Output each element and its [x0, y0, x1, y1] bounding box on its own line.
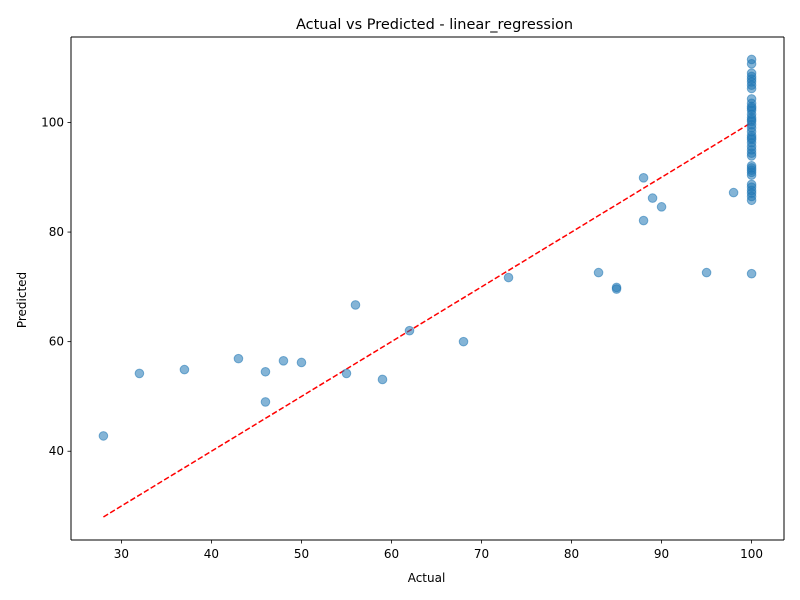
points-layer	[98, 54, 757, 441]
data-point	[296, 357, 307, 368]
y-tick-label: 40	[49, 444, 64, 458]
data-point	[647, 193, 658, 203]
y-axis: 40 60 80 100	[41, 115, 71, 458]
x-tick-label: 30	[114, 547, 129, 561]
data-point	[701, 267, 712, 278]
y-tick-label: 60	[49, 335, 64, 349]
x-tick-label: 60	[384, 547, 399, 561]
x-tick-label: 40	[204, 547, 219, 561]
x-tick-label: 80	[564, 547, 579, 561]
x-tick-label: 90	[654, 547, 669, 561]
x-tick-label: 100	[740, 547, 763, 561]
x-tick-label: 70	[474, 547, 489, 561]
data-point	[746, 268, 757, 279]
chart-title: Actual vs Predicted - linear_regression	[296, 17, 573, 33]
data-point	[746, 151, 757, 161]
data-point	[638, 173, 649, 183]
data-point	[179, 364, 190, 375]
reference-line	[103, 121, 752, 518]
data-point	[260, 366, 271, 377]
reference-layer	[103, 121, 752, 518]
y-tick-label: 100	[41, 115, 64, 129]
plot-area	[71, 37, 784, 540]
data-point	[746, 103, 757, 114]
data-point	[746, 59, 757, 69]
data-point	[503, 272, 514, 283]
plot-background	[71, 37, 784, 540]
x-axis-label: Actual	[408, 571, 446, 585]
data-point	[593, 267, 604, 278]
data-point	[656, 202, 667, 212]
data-point	[611, 282, 622, 293]
x-tick-label: 50	[294, 547, 309, 561]
data-point	[260, 397, 271, 407]
data-point	[458, 336, 469, 347]
data-point	[746, 133, 757, 143]
y-tick-label: 80	[49, 225, 64, 239]
data-point	[404, 325, 415, 336]
data-point	[728, 187, 739, 198]
data-point	[638, 215, 649, 226]
data-point	[233, 353, 244, 364]
data-point	[746, 170, 757, 180]
data-point	[350, 300, 361, 310]
data-point	[746, 114, 757, 125]
data-point	[746, 195, 757, 206]
x-axis: 30 40 50 60 70 80 90 100	[114, 540, 763, 561]
data-point	[746, 83, 757, 94]
data-point	[341, 368, 352, 379]
y-axis-label: Predicted	[15, 272, 29, 328]
data-point	[377, 374, 388, 385]
axes-frame	[70, 36, 785, 541]
data-point	[134, 368, 145, 379]
data-point	[98, 431, 109, 441]
data-point	[278, 356, 289, 366]
